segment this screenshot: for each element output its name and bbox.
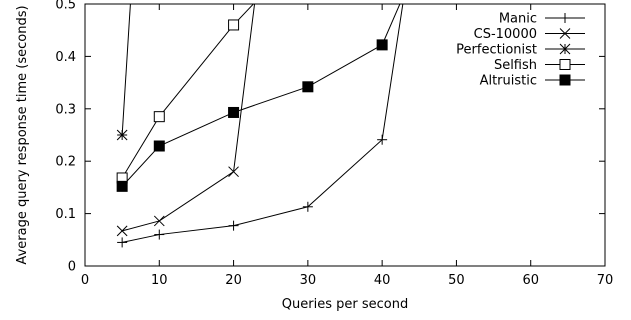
data-point xyxy=(116,180,128,192)
legend-label: Manic xyxy=(499,12,537,27)
marker-shape xyxy=(228,106,240,118)
data-point xyxy=(154,229,165,240)
marker-shape xyxy=(302,81,314,93)
series-line-manic xyxy=(122,4,404,243)
y-axis-label: Average query response time (seconds) xyxy=(15,5,30,264)
x-tick-label: 10 xyxy=(151,273,168,288)
legend-entry: Altruistic xyxy=(480,74,585,89)
x-tick-label: 50 xyxy=(448,273,465,288)
marker-stroke xyxy=(559,43,571,55)
data-point xyxy=(302,81,314,93)
y-tick-label: 0.1 xyxy=(55,207,76,222)
legend-entry: Perfectionist xyxy=(456,43,585,58)
data-point xyxy=(153,215,165,227)
data-point xyxy=(228,106,240,118)
x-axis-label: Queries per second xyxy=(282,297,408,312)
legend-label: Perfectionist xyxy=(456,43,537,58)
series-lines xyxy=(121,4,404,243)
data-point xyxy=(377,134,388,145)
legend-marker xyxy=(559,74,571,86)
data-point xyxy=(228,166,239,178)
x-tick-label: 30 xyxy=(300,273,317,288)
legend-marker xyxy=(560,13,570,23)
x-tick-label: 40 xyxy=(374,273,391,288)
legend: ManicCS-10000PerfectionistSelfishAltruis… xyxy=(456,12,585,89)
marker-stroke xyxy=(228,166,239,178)
x-tick-label: 60 xyxy=(522,273,539,288)
legend-label: CS-10000 xyxy=(474,27,537,42)
legend-marker xyxy=(559,59,571,70)
marker-stroke xyxy=(559,28,571,39)
y-tick-label: 0.4 xyxy=(55,50,76,65)
data-point xyxy=(116,225,128,237)
legend-entry: Manic xyxy=(499,12,585,27)
y-tick-label: 0 xyxy=(68,260,76,275)
marker-shape xyxy=(559,74,571,86)
marker-stroke xyxy=(116,225,128,237)
marker-shape xyxy=(116,180,128,192)
legend-marker xyxy=(559,28,571,39)
data-point xyxy=(228,220,239,231)
series-markers xyxy=(116,19,388,248)
marker-stroke xyxy=(153,215,165,227)
y-tick-label: 0.3 xyxy=(55,102,76,117)
plot-frame xyxy=(84,3,606,267)
axis-ticks: 0 10 20 30 40 50 60 70 0 0.1 0.2 0.3 0.4 0.5 xyxy=(55,0,613,288)
data-point xyxy=(117,237,128,248)
series-line-altruistic xyxy=(121,4,401,187)
marker-shape xyxy=(559,59,571,70)
y-tick-label: 0.2 xyxy=(55,155,76,170)
marker-shape xyxy=(153,111,165,123)
x-tick-label: 0 xyxy=(81,273,89,288)
x-tick-label: 20 xyxy=(225,273,242,288)
data-point xyxy=(228,19,240,31)
data-point xyxy=(153,140,165,152)
series-line-cs-10000 xyxy=(122,4,256,232)
series-line-selfish xyxy=(121,4,255,179)
legend-label: Altruistic xyxy=(480,74,537,89)
legend-marker xyxy=(559,43,571,55)
legend-label: Selfish xyxy=(494,58,537,73)
marker-stroke xyxy=(116,129,128,141)
marker-shape xyxy=(228,19,240,31)
series-line-perfectionist xyxy=(121,4,131,136)
data-point xyxy=(376,39,388,51)
data-point xyxy=(302,201,313,212)
y-tick-label: 0.5 xyxy=(55,0,76,13)
legend-entry: CS-10000 xyxy=(474,27,585,42)
data-point xyxy=(153,111,165,123)
legend-entry: Selfish xyxy=(494,58,585,73)
data-point xyxy=(116,129,128,141)
marker-shape xyxy=(376,39,388,51)
x-tick-label: 70 xyxy=(597,273,614,288)
marker-shape xyxy=(153,140,165,152)
